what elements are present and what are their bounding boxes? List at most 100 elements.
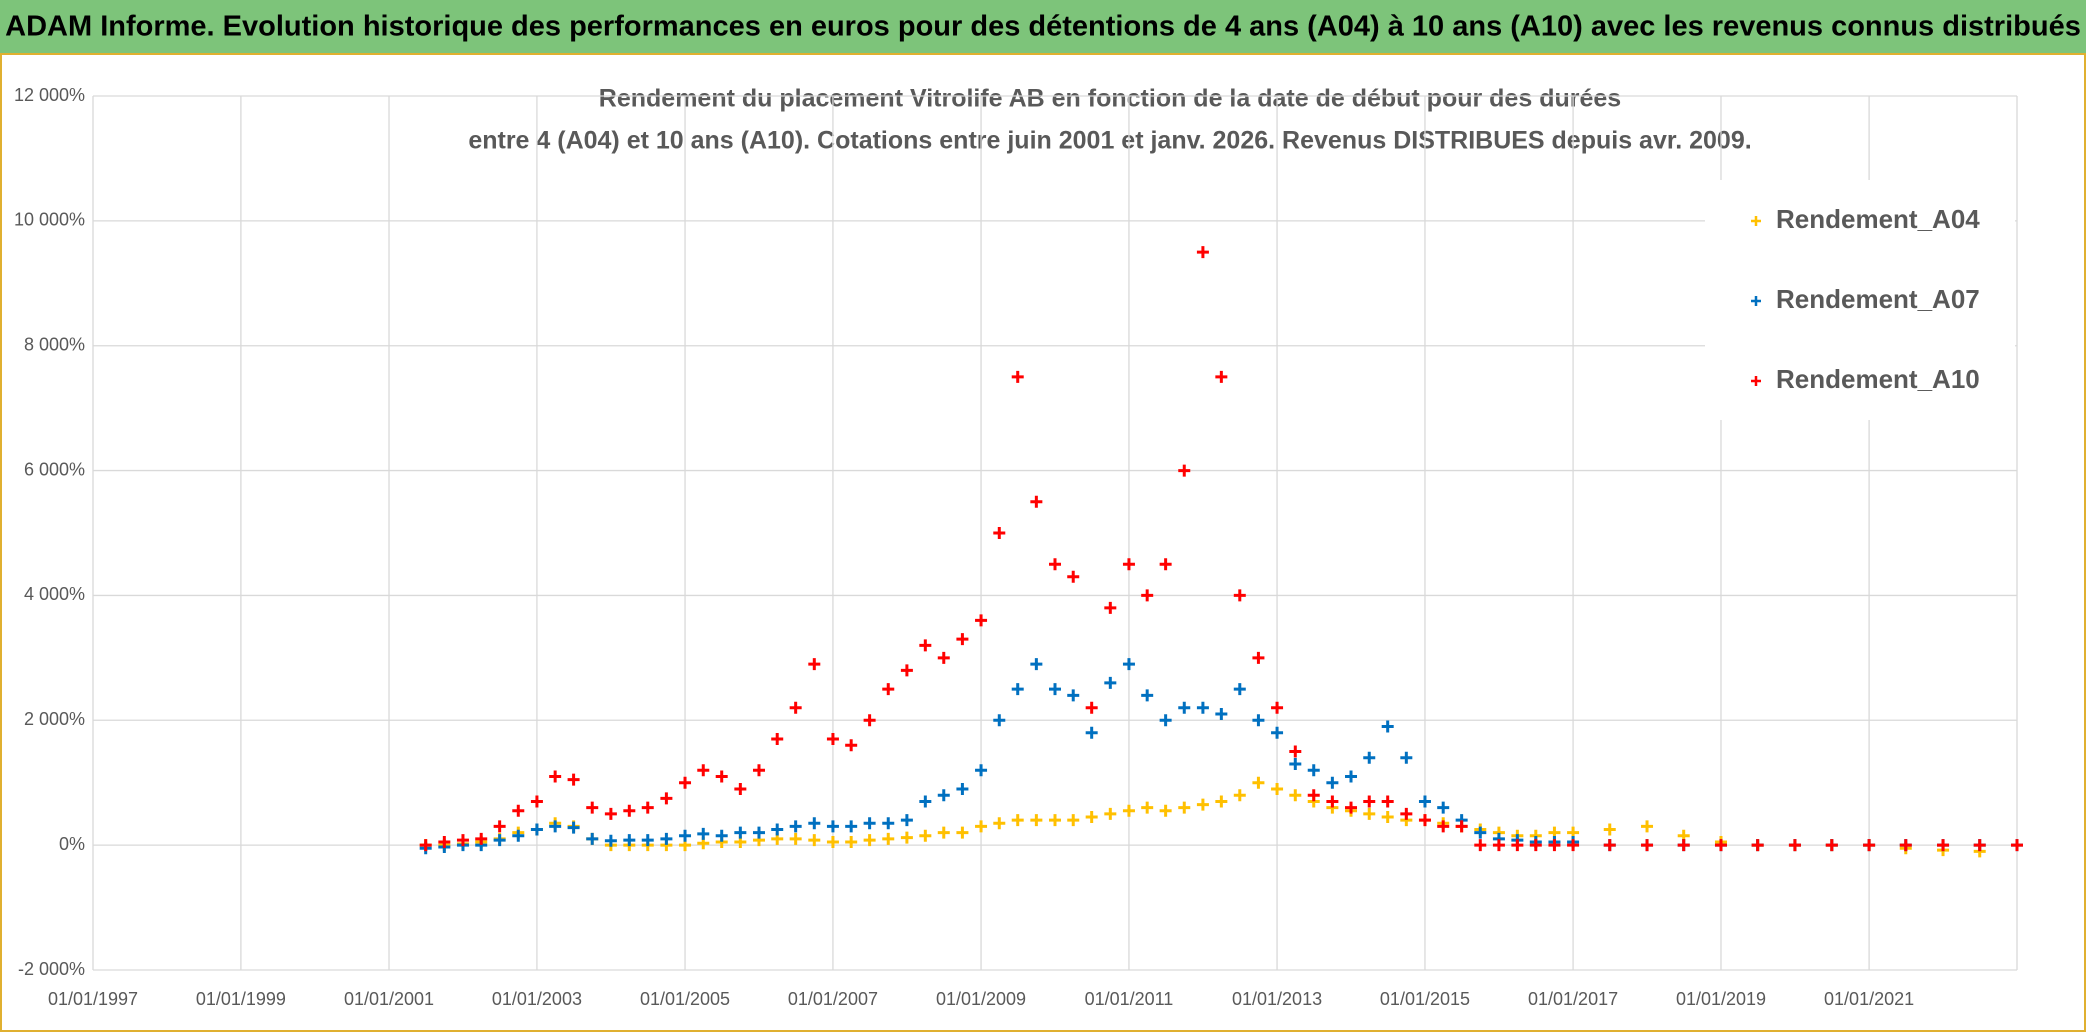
marker xyxy=(604,834,617,847)
x-tick-label: 01/01/1999 xyxy=(196,989,286,1009)
marker xyxy=(1011,683,1024,696)
marker xyxy=(1548,839,1561,852)
marker xyxy=(493,834,506,847)
x-tick-label: 01/01/2001 xyxy=(344,989,434,1009)
marker xyxy=(1159,558,1172,571)
marker xyxy=(1529,839,1542,852)
marker xyxy=(1011,370,1024,383)
marker xyxy=(734,826,747,839)
header-title: ADAM Informe. Evolution historique des p… xyxy=(5,11,2081,43)
marker xyxy=(1863,839,1876,852)
marker xyxy=(1641,820,1654,833)
marker xyxy=(900,831,913,844)
marker xyxy=(438,836,451,849)
marker xyxy=(1104,807,1117,820)
marker xyxy=(549,820,562,833)
marker xyxy=(1159,804,1172,817)
marker xyxy=(1289,745,1302,758)
marker xyxy=(2011,839,2023,852)
x-tick-label: 01/01/2021 xyxy=(1824,989,1914,1009)
marker xyxy=(1104,676,1117,689)
marker xyxy=(1215,708,1228,721)
x-tick-label: 01/01/2007 xyxy=(788,989,878,1009)
marker xyxy=(882,817,895,830)
y-tick-label: 6 000% xyxy=(24,459,85,479)
marker xyxy=(975,820,988,833)
marker xyxy=(808,658,821,671)
marker xyxy=(1345,801,1358,814)
marker xyxy=(660,832,673,845)
marker xyxy=(1418,814,1431,827)
marker xyxy=(1141,801,1154,814)
marker xyxy=(1196,246,1209,259)
y-tick-label: 12 000% xyxy=(14,85,85,105)
marker xyxy=(975,614,988,627)
marker xyxy=(1233,683,1246,696)
marker xyxy=(882,683,895,696)
marker xyxy=(900,664,913,677)
marker xyxy=(1141,589,1154,602)
marker xyxy=(715,829,728,842)
marker xyxy=(1307,764,1320,777)
marker xyxy=(1400,807,1413,820)
marker xyxy=(1030,658,1043,671)
marker xyxy=(789,832,802,845)
chart-title: entre 4 (A04) et 10 ans (A10). Cotations… xyxy=(468,127,1751,155)
marker xyxy=(1085,726,1098,739)
marker xyxy=(900,814,913,827)
marker xyxy=(993,527,1006,539)
marker xyxy=(1049,683,1061,696)
legend-label: Rendement_A07 xyxy=(1776,284,1980,314)
marker xyxy=(937,789,950,802)
marker xyxy=(863,714,876,727)
marker xyxy=(697,764,710,777)
marker xyxy=(1474,826,1487,839)
marker xyxy=(1030,814,1043,827)
marker xyxy=(1363,807,1376,820)
marker xyxy=(1714,839,1727,852)
marker xyxy=(1289,789,1302,802)
marker xyxy=(1178,701,1191,714)
legend-marker xyxy=(1751,376,1761,386)
marker xyxy=(919,639,932,652)
marker xyxy=(1233,789,1246,802)
marker xyxy=(1677,839,1690,852)
marker xyxy=(993,714,1006,727)
marker xyxy=(715,770,728,783)
marker xyxy=(1196,798,1209,811)
x-tick-label: 01/01/2017 xyxy=(1528,989,1618,1009)
marker xyxy=(604,807,617,820)
marker xyxy=(530,795,543,808)
marker xyxy=(937,651,950,664)
marker xyxy=(1233,589,1246,602)
y-tick-label: 2 000% xyxy=(24,709,85,729)
marker xyxy=(863,834,876,847)
marker xyxy=(1437,820,1450,833)
x-tick-label: 01/01/2009 xyxy=(936,989,1026,1009)
marker xyxy=(956,826,969,839)
marker xyxy=(1437,801,1450,814)
legend-label: Rendement_A04 xyxy=(1776,204,1980,234)
marker xyxy=(1067,689,1080,702)
marker xyxy=(512,829,525,842)
marker xyxy=(1122,804,1135,817)
marker xyxy=(937,826,950,839)
marker xyxy=(752,764,765,777)
marker xyxy=(1252,714,1265,727)
marker xyxy=(1011,814,1024,827)
x-tick-label: 01/01/2019 xyxy=(1676,989,1766,1009)
marker xyxy=(660,792,673,805)
marker xyxy=(919,795,932,808)
marker xyxy=(1788,839,1801,852)
marker xyxy=(1474,839,1487,852)
marker xyxy=(1122,558,1135,571)
marker xyxy=(863,817,876,830)
marker xyxy=(623,834,636,847)
marker xyxy=(1567,839,1580,852)
marker xyxy=(993,817,1006,830)
marker xyxy=(1307,789,1320,802)
marker xyxy=(679,776,692,789)
marker xyxy=(845,820,858,833)
marker xyxy=(1271,701,1284,714)
